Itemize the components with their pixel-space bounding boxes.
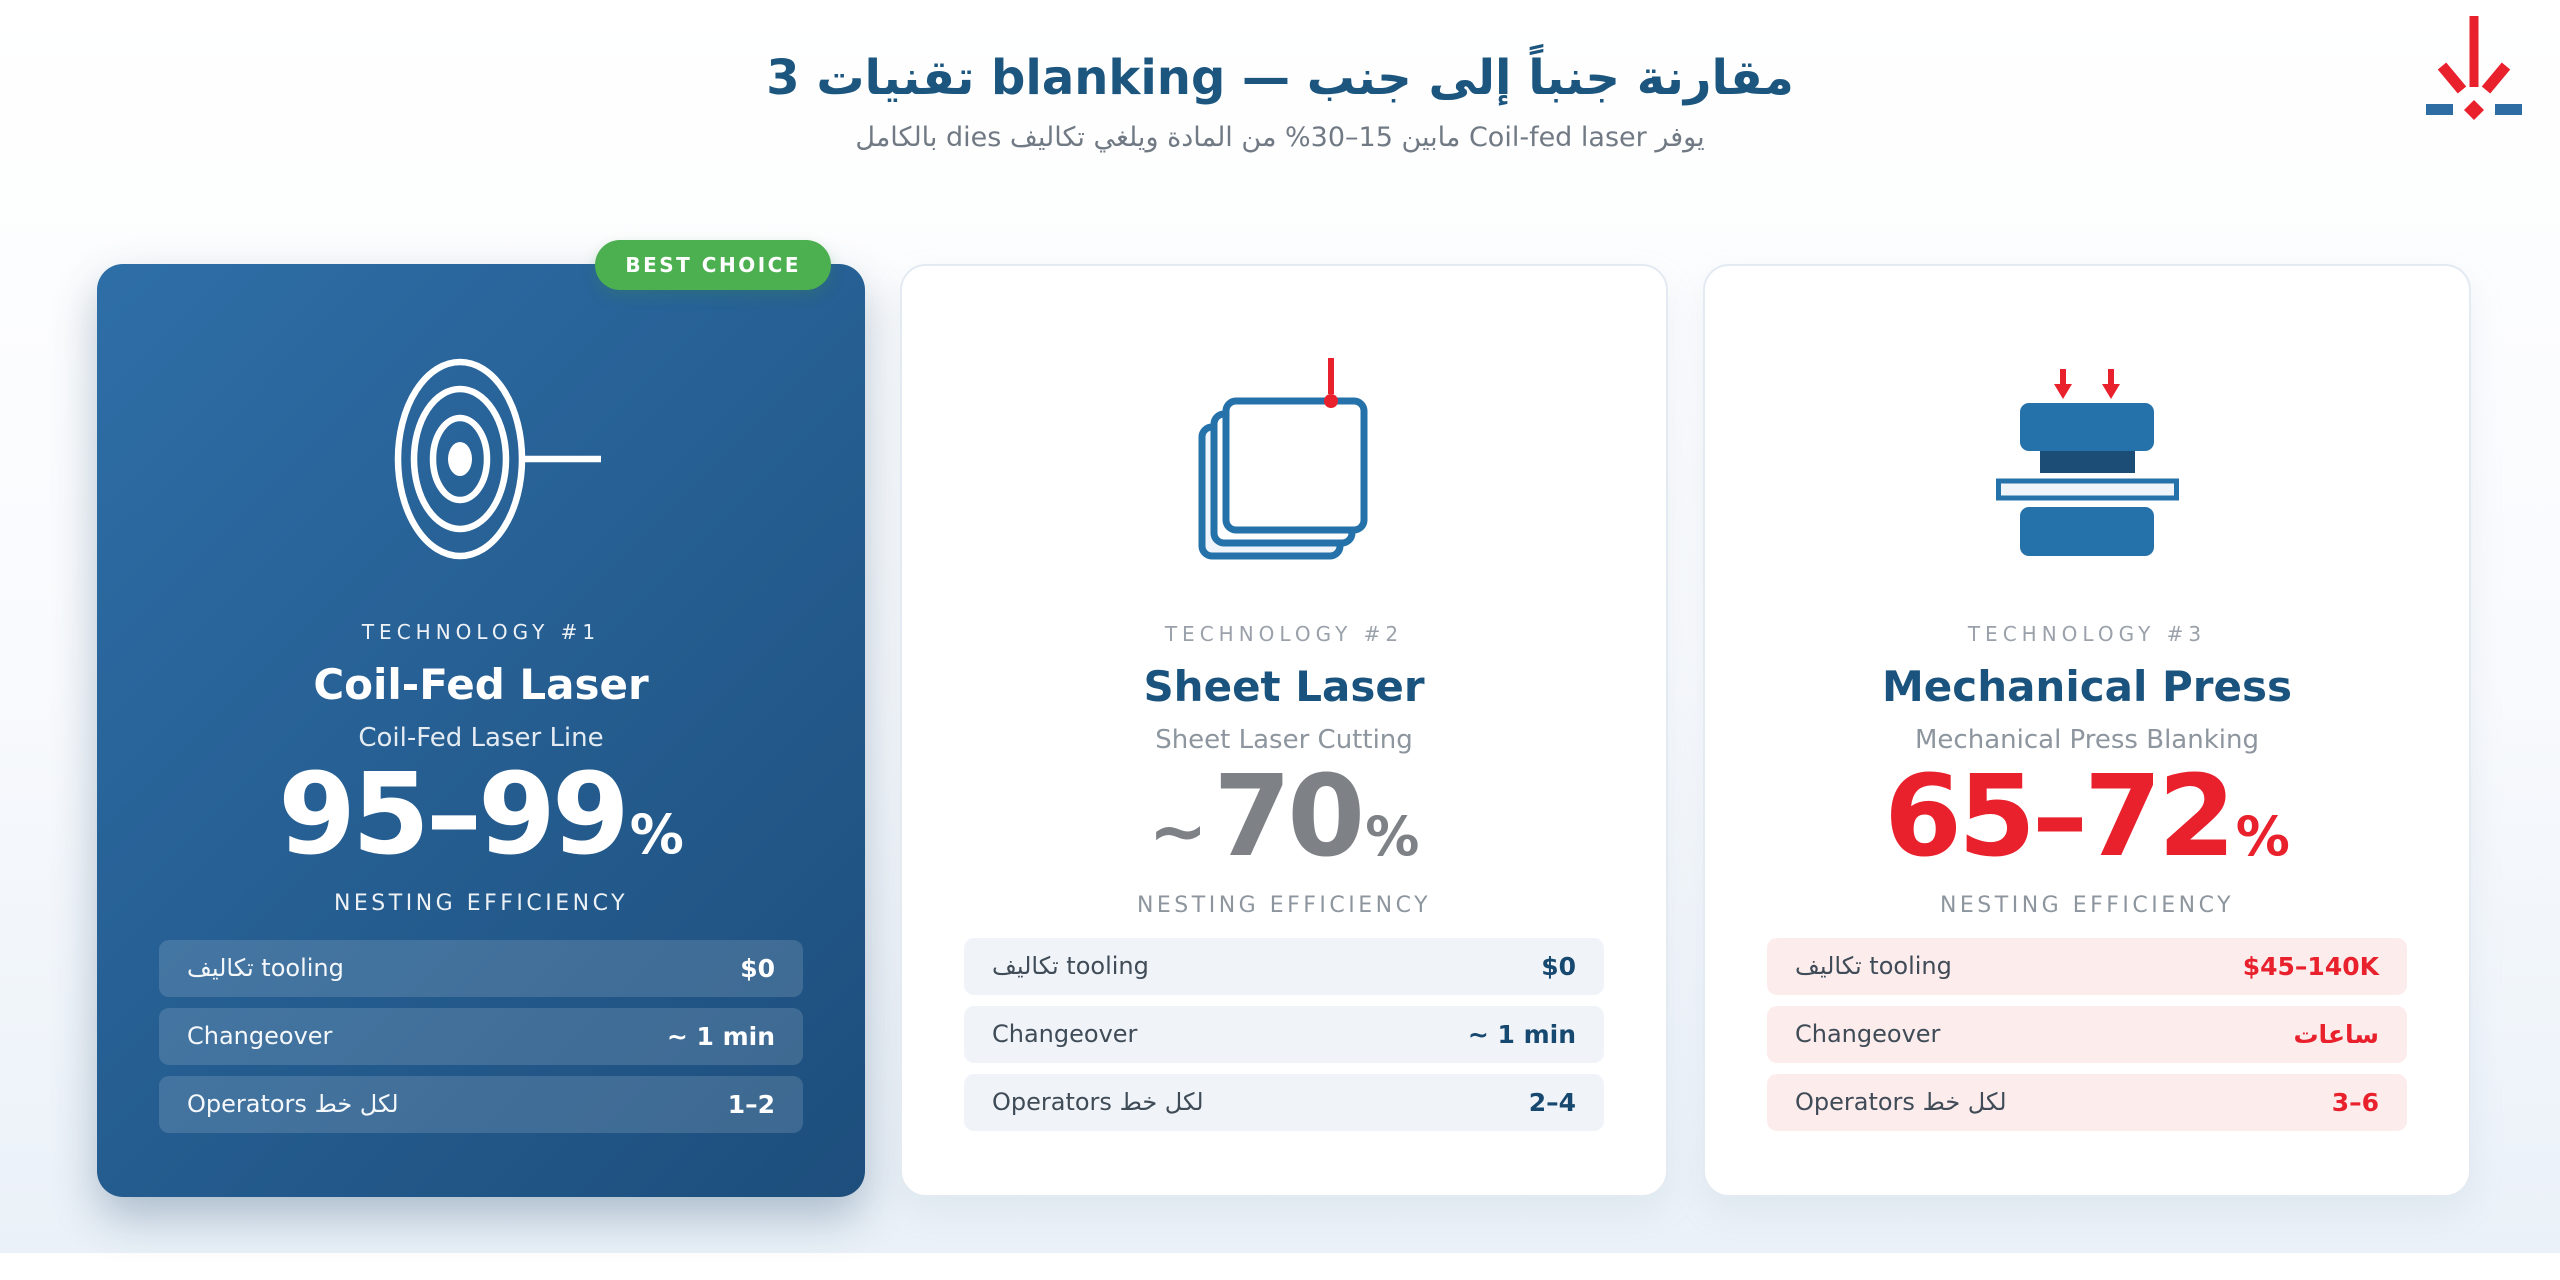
efficiency-figure: 65–72% xyxy=(1705,751,2469,885)
stat-value: $0 xyxy=(740,953,775,983)
stat-value: 2–4 xyxy=(1528,1087,1576,1117)
card-title: Coil-Fed Laser xyxy=(313,659,649,709)
stat-value: ~ 1 min xyxy=(666,1021,775,1051)
card-icon-box xyxy=(902,312,1666,612)
stat-label: تكاليف tooling xyxy=(187,954,344,983)
stat-label: Operators لكل خط xyxy=(992,1088,1204,1117)
efficiency-percent-sign: % xyxy=(1365,804,1420,868)
efficiency-figure: ~70% xyxy=(902,751,1666,885)
stat-row-tooling: تكاليف tooling $0 xyxy=(159,939,803,997)
stats-list: تكاليف tooling $45–140K Changeover ساعات… xyxy=(1705,937,2469,1195)
stat-row-changeover: Changeover ~ 1 min xyxy=(964,1005,1604,1063)
card-subtitle: Mechanical Press Blanking xyxy=(1915,724,2259,755)
card-icon-box xyxy=(1705,312,2469,612)
stats-list: تكاليف tooling $0 Changeover ~ 1 min Ope… xyxy=(97,939,865,1197)
efficiency-value: 65–72 xyxy=(1884,751,2236,882)
stat-label: تكاليف tooling xyxy=(992,952,1149,981)
tech-number-label: TECHNOLOGY #1 xyxy=(361,619,601,644)
page-subtitle: يوفر Coil-fed laser مابين 15–30% من الما… xyxy=(855,121,1705,153)
efficiency-figure: 95–99% xyxy=(97,749,865,883)
mechanical-press-icon xyxy=(1995,368,2179,556)
stat-value: 3–6 xyxy=(2331,1087,2379,1117)
header: مقارنة جنباً إلى جنب — blanking تقنيات 3… xyxy=(0,0,2560,153)
card-title: Mechanical Press xyxy=(1882,661,2292,711)
stat-value: ~ 1 min xyxy=(1467,1019,1576,1049)
nesting-efficiency-label: NESTING EFFICIENCY xyxy=(1136,892,1432,918)
nesting-efficiency-label: NESTING EFFICIENCY xyxy=(1939,892,2235,918)
best-choice-badge: BEST CHOICE xyxy=(595,239,831,290)
press-force-arrows-icon xyxy=(2053,368,2120,399)
efficiency-percent-sign: % xyxy=(629,802,684,866)
stat-label: Changeover xyxy=(992,1020,1138,1049)
efficiency-approx-sign: ~ xyxy=(1148,789,1208,872)
stat-label: Changeover xyxy=(1795,1020,1941,1049)
stat-value: 1–2 xyxy=(727,1089,775,1119)
stat-value: $0 xyxy=(1541,951,1576,981)
efficiency-value: 95–99 xyxy=(278,749,630,880)
card-icon-box xyxy=(97,310,865,610)
comparison-cards: BEST CHOICE TECHNOLOGY #1 Coil-Fed Laser… xyxy=(97,239,2560,1197)
stat-label: Changeover xyxy=(187,1022,333,1051)
efficiency-percent-sign: % xyxy=(2235,804,2290,868)
sheet-stack-laser-icon xyxy=(1198,357,1368,560)
tech-number-label: TECHNOLOGY #2 xyxy=(1164,621,1404,646)
stat-row-changeover: Changeover ~ 1 min xyxy=(159,1007,803,1065)
card-mechanical-press: TECHNOLOGY #3 Mechanical Press Mechanica… xyxy=(1703,263,2471,1197)
stat-row-operators: Operators لكل خط 3–6 xyxy=(1767,1073,2407,1131)
card-title: Sheet Laser xyxy=(1143,661,1425,711)
stat-value: $45–140K xyxy=(2242,951,2379,981)
card-subtitle: Sheet Laser Cutting xyxy=(1155,724,1413,755)
efficiency-value: 70 xyxy=(1213,751,1365,882)
stat-label: Operators لكل خط xyxy=(187,1090,399,1119)
laser-impact-logo-icon xyxy=(2426,16,2522,120)
stat-value: ساعات xyxy=(2293,1019,2379,1049)
stat-row-tooling: تكاليف tooling $0 xyxy=(964,937,1604,995)
page-title: مقارنة جنباً إلى جنب — blanking تقنيات 3 xyxy=(766,50,1794,106)
coil-laser-icon xyxy=(394,358,601,560)
stat-label: تكاليف tooling xyxy=(1795,952,1952,981)
tech-number-label: TECHNOLOGY #3 xyxy=(1967,621,2207,646)
card-sheet-laser: TECHNOLOGY #2 Sheet Laser Sheet Laser Cu… xyxy=(900,263,1668,1197)
stat-row-operators: Operators لكل خط 2–4 xyxy=(964,1073,1604,1131)
nesting-efficiency-label: NESTING EFFICIENCY xyxy=(333,890,629,916)
card-coil-fed-laser: BEST CHOICE TECHNOLOGY #1 Coil-Fed Laser… xyxy=(97,239,865,1197)
stat-row-tooling: تكاليف tooling $45–140K xyxy=(1767,937,2407,995)
stat-row-operators: Operators لكل خط 1–2 xyxy=(159,1075,803,1133)
stat-row-changeover: Changeover ساعات xyxy=(1767,1005,2407,1063)
card-subtitle: Coil-Fed Laser Line xyxy=(358,722,604,753)
laser-dot-icon xyxy=(1324,393,1338,408)
stats-list: تكاليف tooling $0 Changeover ~ 1 min Ope… xyxy=(902,937,1666,1195)
stat-label: Operators لكل خط xyxy=(1795,1088,2007,1117)
